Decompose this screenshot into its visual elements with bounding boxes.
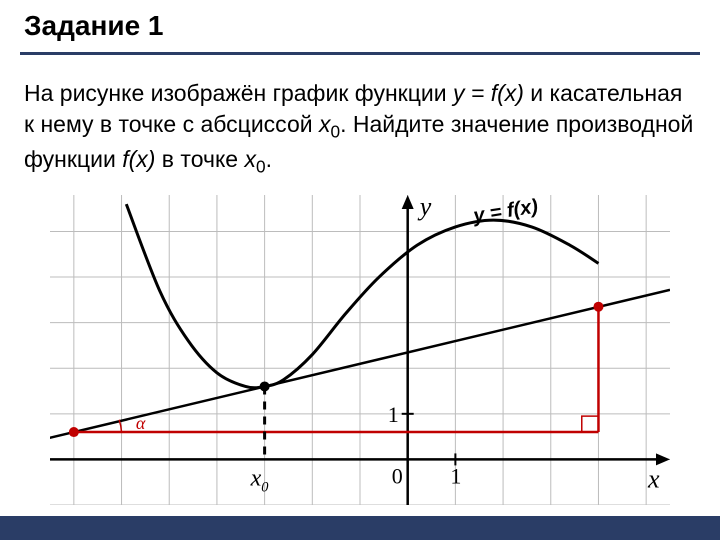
page-title: Задание 1 [24,10,164,42]
svg-text:0: 0 [392,463,403,488]
svg-text:1: 1 [388,402,399,427]
txt: f(x) [122,146,155,172]
txt: 0 [330,122,340,142]
txt: y = f(x) [453,80,524,106]
txt: 0 [256,157,266,177]
txt: в точке [155,146,244,172]
txt: . [266,146,272,172]
footer-bar [0,516,720,540]
svg-text:α: α [136,413,146,433]
txt: x [244,146,256,172]
txt: x [319,111,331,137]
problem-text: На рисунке изображён график функции y = … [24,78,696,179]
chart-svg: 011xyαx0y = f(x) [50,195,670,505]
slide: Задание 1 На рисунке изображён график фу… [0,0,720,540]
svg-text:x: x [647,464,660,493]
svg-text:1: 1 [450,463,461,488]
svg-text:y: y [417,195,432,221]
function-graph: 011xyαx0y = f(x) [50,195,670,505]
title-underline [20,52,700,55]
txt: На рисунке изображён график функции [24,80,453,106]
